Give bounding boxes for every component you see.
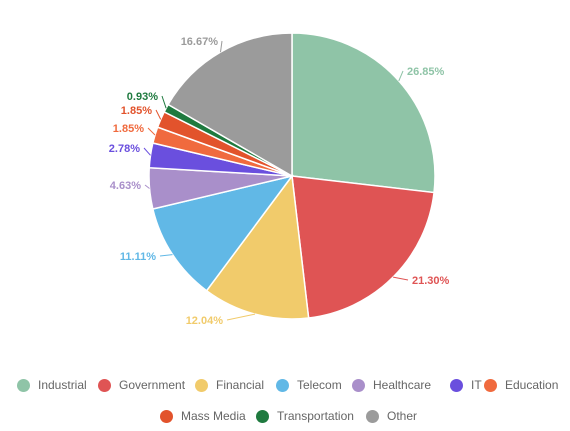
legend-row: Industrial Government Financial Telecom Heal… <box>0 378 570 394</box>
leader-line <box>159 254 173 257</box>
legend-item-education[interactable]: Education <box>484 378 558 392</box>
legend-swatch <box>17 378 30 392</box>
legend-item-healthcare[interactable]: Healthcare <box>352 378 431 392</box>
legend-swatch <box>276 378 289 392</box>
leader-line <box>143 147 151 156</box>
slice-data-label: 12.04% <box>186 315 224 327</box>
leader-line <box>147 127 156 136</box>
legend-item-industrial[interactable]: Industrial <box>17 378 87 392</box>
legend-item-transportation[interactable]: Transportation <box>256 409 354 423</box>
legend-label: Telecom <box>297 378 342 392</box>
leader-line <box>398 70 404 82</box>
legend-label: Financial <box>216 378 265 392</box>
slice-data-label: 0.93% <box>127 91 158 103</box>
legend-swatch <box>366 409 379 423</box>
leader-line <box>161 95 167 109</box>
slice-data-label: 21.30% <box>412 275 450 287</box>
slice-data-label: 16.67% <box>181 36 219 48</box>
legend-label: Transportation <box>277 409 354 423</box>
legend-label: Other <box>387 409 418 423</box>
legend-swatch <box>484 378 497 392</box>
legend-item-mass-media[interactable]: Mass Media <box>160 409 246 423</box>
legend-swatch <box>160 409 173 423</box>
leader-line <box>220 40 223 53</box>
legend-item-other[interactable]: Other <box>366 409 417 423</box>
legend-label: Healthcare <box>373 378 432 392</box>
slice-data-label: 1.85% <box>113 123 144 135</box>
legend-label: Government <box>119 378 186 392</box>
legend-label: Education <box>505 378 559 392</box>
leader-line <box>155 109 162 120</box>
legend-swatch <box>195 378 208 392</box>
legend-label: Mass Media <box>181 409 246 423</box>
legend-item-financial[interactable]: Financial <box>195 378 264 392</box>
legend-label: Industrial <box>38 378 87 392</box>
pie-slice-government[interactable] <box>291 175 435 319</box>
legend-item-telecom[interactable]: Telecom <box>276 378 342 392</box>
pie-slice-industrial[interactable] <box>291 32 436 194</box>
pie-chart-svg: 26.85% 21.30% 12.04% 11.11% 4.63% 2.78% 1.85% 1… <box>109 32 450 327</box>
slice-data-label: 1.85% <box>121 105 152 117</box>
legend-swatch <box>352 378 365 392</box>
pie-slice-telecom[interactable] <box>151 174 294 292</box>
leader-line <box>144 184 150 189</box>
legend-swatch <box>256 409 269 423</box>
slice-data-label: 4.63% <box>110 180 141 192</box>
slice-data-label: 2.78% <box>109 143 140 155</box>
slice-data-label: 11.11% <box>120 251 156 263</box>
legend-label: IT <box>471 378 482 392</box>
pie-slice-financial[interactable] <box>205 174 310 320</box>
leader-line <box>393 276 409 281</box>
leader-line <box>226 313 256 321</box>
legend-swatch <box>450 378 463 392</box>
slice-data-label: 26.85% <box>407 66 445 78</box>
legend-swatch <box>98 378 111 392</box>
legend-row: Mass Media Transportation Other <box>0 409 570 425</box>
legend-item-it[interactable]: IT <box>450 378 482 392</box>
legend-item-government[interactable]: Government <box>98 378 185 392</box>
